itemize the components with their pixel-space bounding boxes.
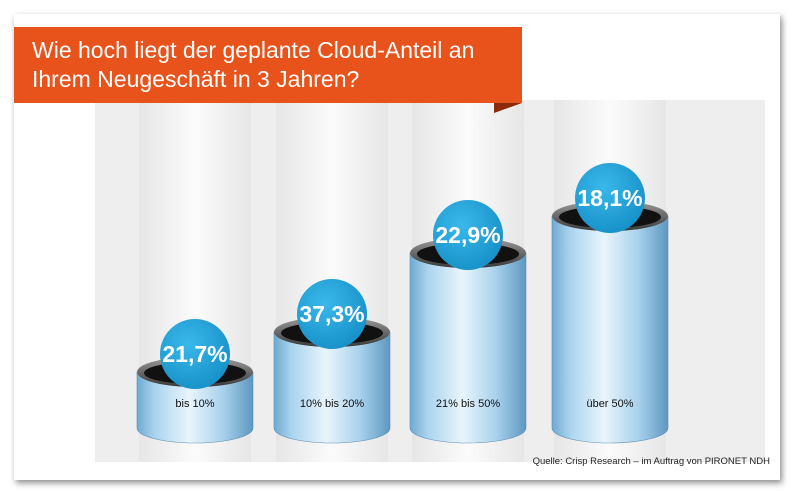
value-bubble: [433, 200, 503, 270]
bar-body: [409, 252, 527, 444]
source-note: Quelle: Crisp Research – im Auftrag von …: [532, 456, 770, 467]
category-label: 10% bis 20%: [300, 398, 364, 410]
bar: 21,7% bis 10%: [136, 319, 254, 444]
data-label: 21,7%: [162, 341, 227, 367]
data-label: 37,3%: [299, 301, 364, 327]
category-label: 21% bis 50%: [436, 398, 500, 410]
category-label: über 50%: [586, 398, 633, 410]
chart-title: Wie hoch liegt der geplante Cloud-Anteil…: [32, 37, 475, 92]
value-bubble: [575, 163, 645, 233]
bar: 18,1% über 50%: [551, 163, 669, 444]
cylinders-layer: 21,7% bis 10% 37,3% 10% bis 20% 22,9% 21% bis…: [136, 163, 669, 444]
category-label: bis 10%: [175, 398, 214, 410]
data-label: 18,1%: [577, 185, 642, 211]
title-banner-fold: [494, 103, 522, 113]
data-label: 22,9%: [435, 222, 500, 248]
bar-body: [273, 331, 391, 444]
bar: 22,9% 21% bis 50%: [409, 200, 527, 444]
bar: 37,3% 10% bis 20%: [273, 279, 391, 444]
value-bubble: [160, 319, 230, 389]
bar-body: [551, 215, 669, 444]
value-bubble: [297, 279, 367, 349]
title-banner: [14, 27, 522, 103]
bar-body: [136, 371, 254, 444]
